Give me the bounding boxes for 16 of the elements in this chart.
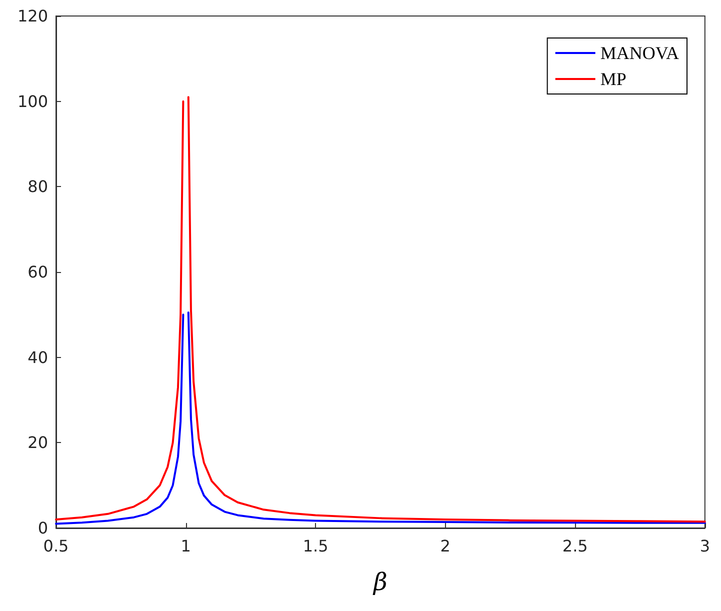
x-tick-label: 1.5 xyxy=(302,536,328,556)
x-tick-label: 2 xyxy=(440,536,450,556)
y-tick-label: 20 xyxy=(28,433,48,452)
y-tick-label: 40 xyxy=(28,348,48,367)
legend-label: MP xyxy=(600,69,626,89)
x-axis-title: β xyxy=(372,568,388,596)
x-tick-label: 3 xyxy=(700,536,710,556)
y-tick-label: 0 xyxy=(38,518,48,538)
y-tick-label: 100 xyxy=(17,92,48,111)
legend-label: MANOVA xyxy=(600,43,680,63)
x-tick-label: 2.5 xyxy=(562,536,588,556)
y-tick-label: 120 xyxy=(17,6,48,26)
y-tick-label: 80 xyxy=(28,177,48,196)
x-tick-label: 1 xyxy=(180,536,191,556)
y-tick-label: 60 xyxy=(28,262,48,282)
x-tick-label: 0.5 xyxy=(43,536,69,556)
